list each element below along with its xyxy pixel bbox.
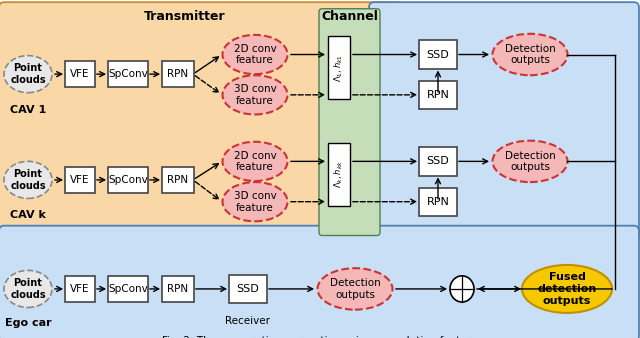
FancyBboxPatch shape (419, 81, 457, 109)
Text: $\Lambda_1, h_{k1}$: $\Lambda_1, h_{k1}$ (333, 54, 345, 81)
Ellipse shape (223, 142, 287, 181)
FancyBboxPatch shape (108, 276, 148, 302)
Circle shape (450, 276, 474, 302)
Text: Detection
outputs: Detection outputs (504, 150, 556, 172)
Text: VFE: VFE (70, 284, 90, 294)
Ellipse shape (223, 75, 287, 115)
FancyBboxPatch shape (319, 9, 380, 236)
FancyBboxPatch shape (65, 276, 95, 302)
Text: Point
clouds: Point clouds (10, 63, 46, 85)
Ellipse shape (493, 141, 568, 182)
Text: Point
clouds: Point clouds (10, 278, 46, 300)
FancyBboxPatch shape (108, 61, 148, 87)
Text: Detection
outputs: Detection outputs (504, 44, 556, 65)
Text: CAV k: CAV k (10, 211, 46, 220)
FancyBboxPatch shape (0, 2, 402, 240)
Text: VFE: VFE (70, 69, 90, 79)
Text: Receiver: Receiver (225, 316, 271, 326)
FancyBboxPatch shape (419, 188, 457, 216)
Ellipse shape (493, 34, 568, 75)
Ellipse shape (522, 265, 612, 313)
FancyBboxPatch shape (162, 276, 194, 302)
Ellipse shape (223, 182, 287, 221)
Text: Fig. 2: The cooperative perception using convolution feature: Fig. 2: The cooperative perception using… (163, 336, 477, 338)
Ellipse shape (4, 161, 52, 198)
Text: Channel: Channel (321, 10, 378, 23)
Text: CAV 1: CAV 1 (10, 105, 46, 115)
Text: RPN: RPN (168, 175, 189, 185)
Text: $\Lambda_k, h_{kk}$: $\Lambda_k, h_{kk}$ (333, 161, 345, 189)
FancyBboxPatch shape (162, 167, 194, 193)
FancyBboxPatch shape (328, 36, 350, 99)
Text: SpConv: SpConv (108, 175, 148, 185)
Text: SSD: SSD (427, 49, 449, 59)
FancyBboxPatch shape (162, 61, 194, 87)
Text: RPN: RPN (168, 284, 189, 294)
Ellipse shape (317, 268, 392, 310)
Text: RPN: RPN (427, 90, 449, 100)
Text: SpConv: SpConv (108, 69, 148, 79)
Text: Ego car: Ego car (4, 318, 51, 329)
Text: SSD: SSD (427, 156, 449, 166)
Text: Point
clouds: Point clouds (10, 169, 46, 191)
Text: SSD: SSD (237, 284, 259, 294)
FancyBboxPatch shape (65, 167, 95, 193)
FancyBboxPatch shape (229, 275, 267, 303)
Text: VFE: VFE (70, 175, 90, 185)
Text: 3D conv
feature: 3D conv feature (234, 84, 276, 106)
Ellipse shape (4, 56, 52, 93)
Text: SpConv: SpConv (108, 284, 148, 294)
FancyBboxPatch shape (0, 226, 639, 338)
FancyBboxPatch shape (419, 40, 457, 69)
Text: 2D conv
feature: 2D conv feature (234, 150, 276, 172)
FancyBboxPatch shape (65, 61, 95, 87)
FancyBboxPatch shape (108, 167, 148, 193)
Ellipse shape (223, 35, 287, 74)
Text: 3D conv
feature: 3D conv feature (234, 191, 276, 213)
Text: RPN: RPN (168, 69, 189, 79)
FancyBboxPatch shape (419, 147, 457, 175)
Text: RPN: RPN (427, 197, 449, 207)
Text: Fused
detection
outputs: Fused detection outputs (538, 272, 596, 306)
FancyBboxPatch shape (369, 2, 639, 240)
Text: Transmitter: Transmitter (144, 10, 226, 23)
Text: 2D conv
feature: 2D conv feature (234, 44, 276, 65)
Ellipse shape (4, 270, 52, 308)
FancyBboxPatch shape (328, 143, 350, 206)
Text: Detection
outputs: Detection outputs (330, 278, 380, 300)
